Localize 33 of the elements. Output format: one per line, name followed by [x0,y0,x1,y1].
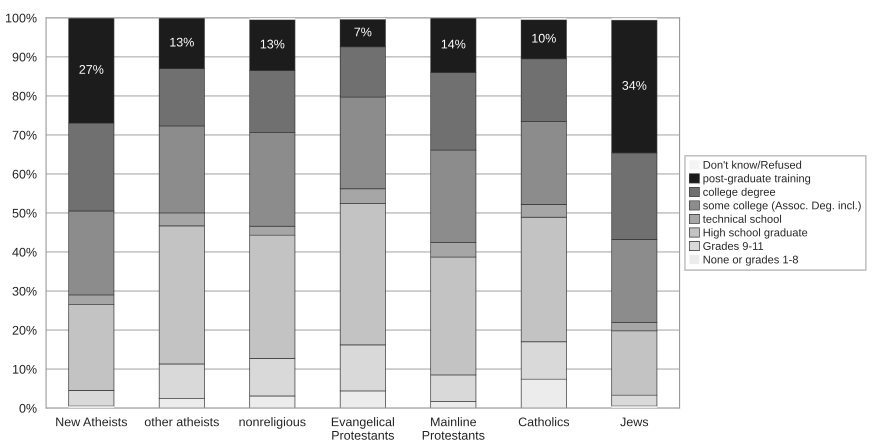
x-tick-label: Mainline Protestants [422,417,484,440]
legend-label: Grades 9-11 [703,242,764,250]
y-tick-label: 20% [12,326,37,335]
y-tick-label: 50% [12,208,37,218]
data-label: 13% [170,38,194,47]
x-tick-label: Catholics [518,417,570,426]
y-tick-label: 100% [6,14,37,22]
legend-label: High school graduate [704,228,808,239]
x-tick-label: Jews [620,418,648,426]
data-label: 34% [622,81,646,90]
x-tick-label: other atheists [144,417,219,426]
y-tick-label: 40% [12,248,37,257]
data-label: 13% [260,40,284,49]
y-tick-label: 70% [12,130,37,140]
legend-label: Don't know/Refused [704,160,802,169]
x-tick-label: nonreligious [239,417,306,429]
legend-label: college degree [703,188,776,198]
legend-label: None or grades 1-8 [704,255,798,266]
data-label: 27% [79,65,104,74]
y-tick-label: 90% [12,52,37,62]
data-label: 7% [354,28,372,36]
legend-label: post-graduate training [703,174,810,185]
y-tick-label: 80% [12,92,37,101]
data-label: 10% [532,34,556,43]
y-tick-label: 10% [12,364,37,374]
y-tick-label: 30% [12,286,37,296]
legend-label: some college (Assoc. Deg. incl.) [703,201,861,212]
y-tick-label: 60% [12,170,37,179]
x-tick-label: New Atheists [56,417,127,426]
data-label: 14% [442,40,466,48]
legend-label: technical school [702,214,782,223]
x-tick-label: Evangelical Protestants [332,417,394,440]
y-tick-label: 0% [19,404,37,413]
